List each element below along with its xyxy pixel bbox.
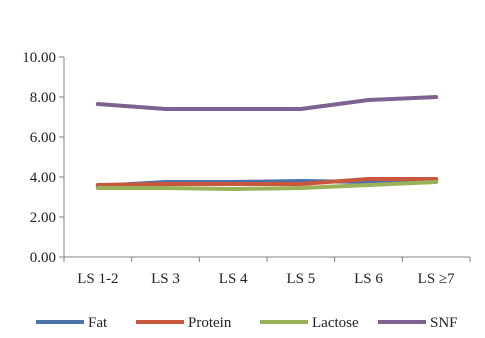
series-lines <box>95 95 439 191</box>
legend-label-snf: SNF <box>430 315 458 331</box>
x-tick-label: LS 5 <box>286 271 315 287</box>
legend: Fat Protein Lactose SNF <box>36 315 458 331</box>
y-tick-label: 6.00 <box>30 130 56 146</box>
y-tick-label: 4.00 <box>30 170 56 186</box>
series-line-protein <box>95 177 439 187</box>
x-tick-label: LS 6 <box>354 271 383 287</box>
legend-label-lactose: Lactose <box>312 315 359 331</box>
y-tick-label: 0.00 <box>30 250 56 266</box>
series-line-snf <box>95 95 439 111</box>
x-tick-label: LS ≥7 <box>418 271 455 287</box>
x-axis-ticks: LS 1-2 LS 3 LS 4 LS 5 LS 6 LS ≥7 <box>63 257 471 287</box>
x-tick-label: LS 1-2 <box>77 271 118 287</box>
y-tick-label: 2.00 <box>30 210 56 226</box>
x-tick-label: LS 3 <box>151 271 180 287</box>
y-axis-ticks: 0.00 2.00 4.00 6.00 8.00 10.00 <box>22 50 64 266</box>
series-line-lactose <box>95 180 439 191</box>
y-tick-label: 8.00 <box>30 90 56 106</box>
x-tick-label: LS 4 <box>219 271 248 287</box>
legend-label-fat: Fat <box>88 315 108 331</box>
legend-label-protein: Protein <box>188 315 232 331</box>
chart-axes <box>63 57 470 258</box>
y-tick-label: 10.00 <box>22 50 56 66</box>
